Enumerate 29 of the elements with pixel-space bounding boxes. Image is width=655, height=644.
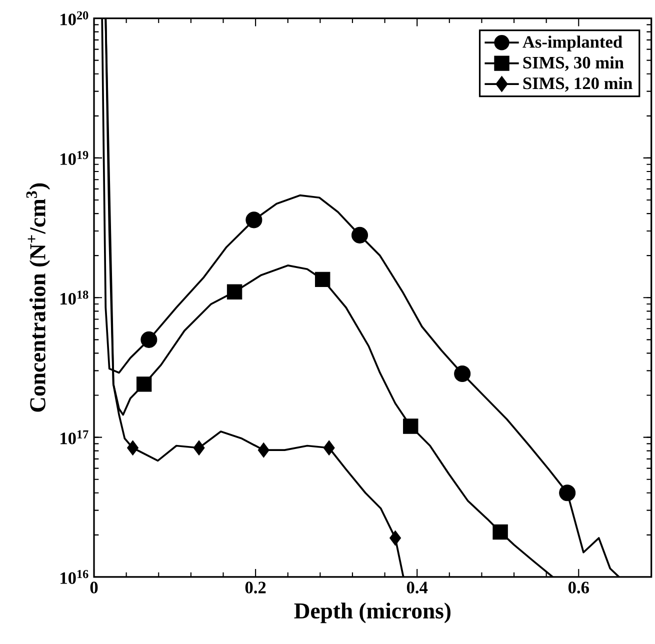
y-axis-title: Concentration (N$^{+}$/cm$^{3}$) <box>26 183 50 412</box>
x-tick-label: 0.2 <box>245 582 266 594</box>
y-tick-label: 10$^{19}$ <box>60 150 88 165</box>
point <box>136 376 152 392</box>
point <box>323 440 335 456</box>
x-tick-label: 0 <box>90 582 98 594</box>
point <box>140 331 158 348</box>
point <box>258 442 270 458</box>
point <box>127 440 139 456</box>
point <box>390 530 402 546</box>
point <box>226 284 242 300</box>
point <box>193 440 205 456</box>
y-tick-label: 10$^{18}$ <box>60 290 88 305</box>
x-tick-label: 0.4 <box>406 582 428 594</box>
legend-label: As-implanted <box>522 36 622 52</box>
legend-label: SIMS, 30 min <box>523 56 624 71</box>
y-tick-label: 10$^{16}$ <box>60 570 88 584</box>
y-tick-label: 10$^{20}$ <box>60 11 88 26</box>
point <box>559 484 576 502</box>
point <box>403 418 418 434</box>
point <box>454 366 471 382</box>
point <box>314 272 330 288</box>
point <box>492 524 508 540</box>
legend-label: SIMS, 120 min <box>523 76 632 92</box>
point <box>246 212 262 228</box>
y-tick-label: 10$^{17}$ <box>60 430 88 444</box>
x-axis-title: Depth (microns) <box>294 602 450 624</box>
x-tick-label: 0.6 <box>568 582 589 594</box>
point <box>351 226 368 244</box>
